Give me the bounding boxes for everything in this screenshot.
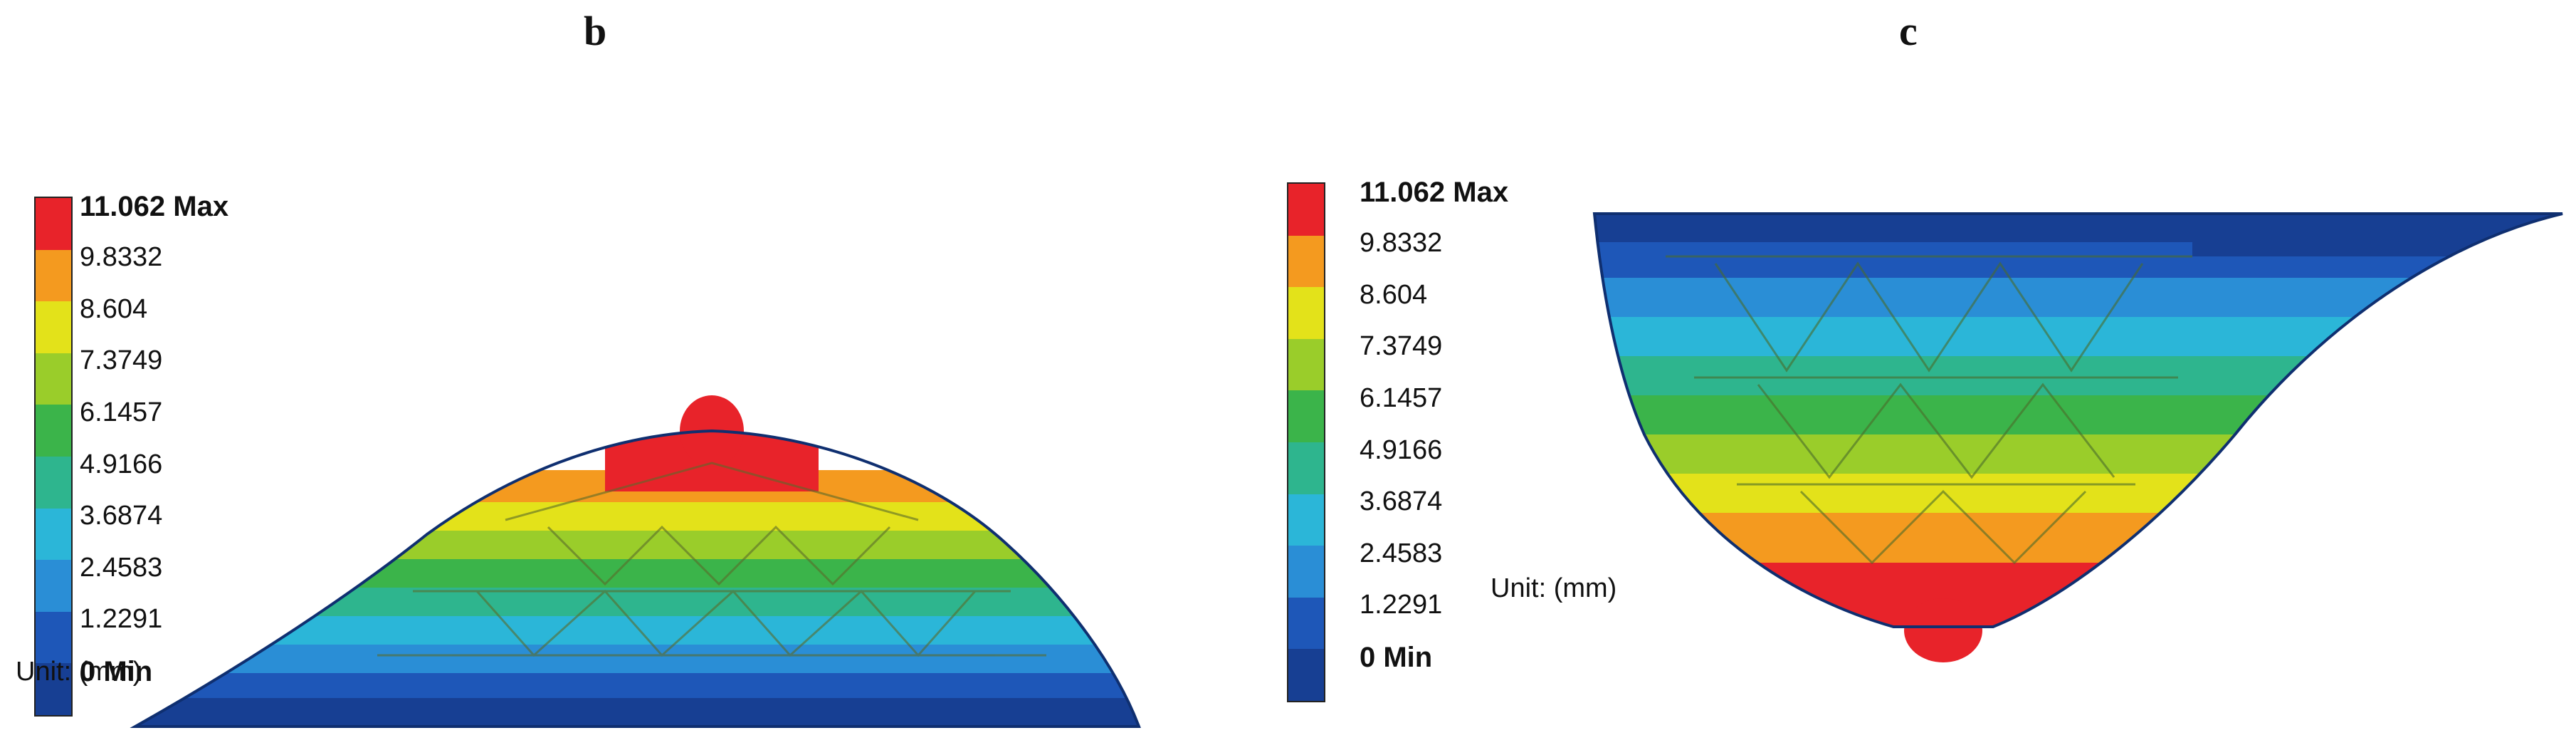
bottom-knob bbox=[1904, 598, 1982, 662]
color-swatch bbox=[1288, 184, 1324, 236]
model-b-bands bbox=[135, 431, 1139, 727]
unit-label-b: Unit: (mm) bbox=[16, 657, 142, 687]
color-swatch bbox=[1288, 649, 1324, 701]
color-swatch bbox=[1288, 338, 1324, 391]
legend-value: 4.9166 bbox=[80, 449, 163, 479]
model-b-outline bbox=[130, 429, 1141, 728]
model-c-outline bbox=[1592, 212, 2563, 628]
color-swatch bbox=[36, 456, 71, 509]
model-c-ribs bbox=[1666, 255, 2192, 565]
legend-value: 9.8332 bbox=[80, 242, 163, 272]
legend-value: 9.8332 bbox=[1360, 228, 1443, 258]
legend-value: 3.6874 bbox=[1360, 486, 1443, 516]
color-swatch bbox=[1288, 597, 1324, 650]
color-swatch bbox=[1288, 390, 1324, 442]
color-swatch bbox=[36, 560, 71, 612]
deformation-model-b bbox=[130, 395, 1141, 728]
color-swatch bbox=[1288, 494, 1324, 546]
color-swatch bbox=[36, 508, 71, 561]
legend-value: 4.9166 bbox=[1360, 435, 1443, 465]
deformation-model-c bbox=[1592, 212, 2563, 662]
color-swatch bbox=[36, 198, 71, 250]
panel-label-b: b bbox=[584, 8, 607, 54]
color-swatch bbox=[36, 301, 71, 353]
legend-value: 7.3749 bbox=[80, 345, 163, 375]
model-b-ribs bbox=[377, 462, 1046, 657]
legend-value: 7.3749 bbox=[1360, 331, 1443, 361]
legend-value: 8.604 bbox=[80, 294, 148, 324]
legend-value: 6.1457 bbox=[80, 397, 163, 427]
color-swatch bbox=[1288, 442, 1324, 494]
color-swatch bbox=[36, 611, 71, 664]
color-scale-bar bbox=[1287, 182, 1325, 702]
legend-value: 8.604 bbox=[1360, 280, 1428, 310]
legend-value: 2.4583 bbox=[80, 553, 163, 583]
color-swatch bbox=[36, 249, 71, 302]
color-swatch bbox=[36, 405, 71, 457]
legend-min-label: 0 Min bbox=[80, 656, 153, 687]
color-swatch bbox=[36, 663, 71, 715]
color-swatch bbox=[36, 353, 71, 405]
legend-max-label: 11.062 Max bbox=[1360, 177, 1509, 208]
legend-max-label: 11.062 Max bbox=[80, 191, 229, 222]
color-swatch bbox=[1288, 235, 1324, 288]
panel-label-c: c bbox=[1899, 8, 1918, 54]
color-swatch bbox=[1288, 287, 1324, 339]
legend-value: 1.2291 bbox=[1360, 590, 1443, 620]
legend-value: 2.4583 bbox=[1360, 538, 1443, 568]
unit-label-c: Unit: (mm) bbox=[1491, 573, 1617, 603]
color-swatch bbox=[1288, 546, 1324, 598]
legend-value: 1.2291 bbox=[80, 604, 163, 634]
color-scale-bar bbox=[34, 197, 73, 717]
legend-value: 3.6874 bbox=[80, 501, 163, 531]
legend-min-label: 0 Min bbox=[1360, 642, 1433, 673]
legend-value: 6.1457 bbox=[1360, 383, 1443, 413]
